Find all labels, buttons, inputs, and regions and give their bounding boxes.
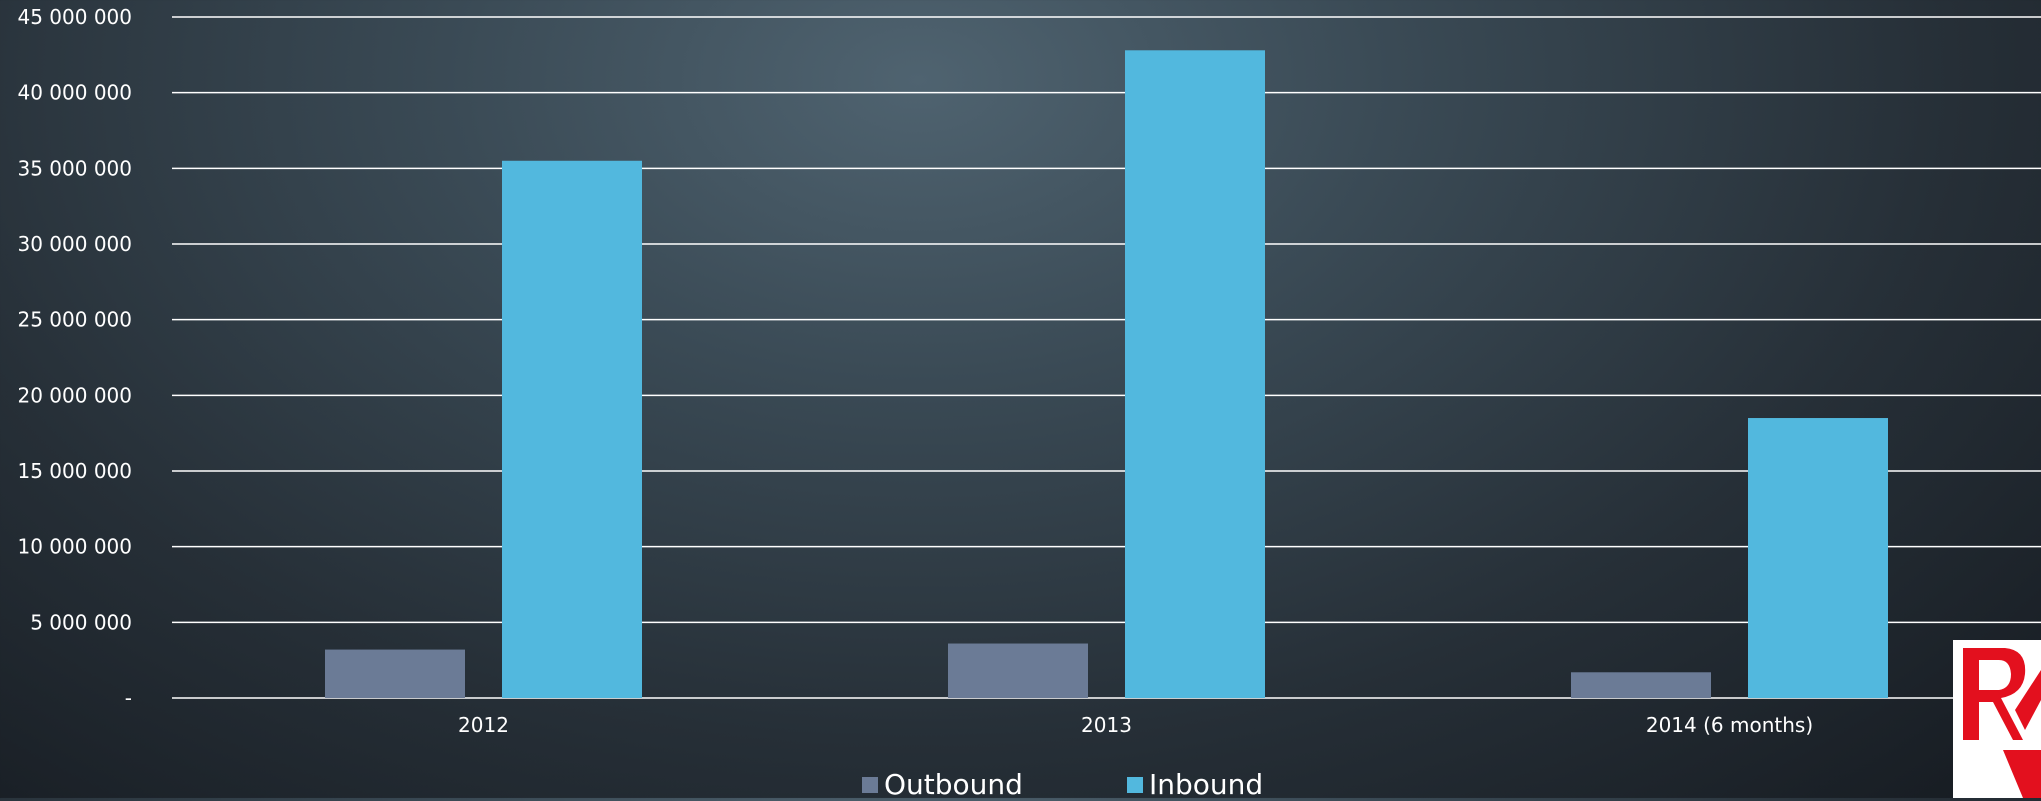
x-tick-label: 2012 xyxy=(458,713,509,737)
x-axis-labels: 2012 2013 2014 (6 months) xyxy=(458,713,1813,737)
y-tick-label: 30 000 000 xyxy=(17,232,132,256)
bar-inbound-1[interactable] xyxy=(1125,50,1265,698)
bar-outbound-2[interactable] xyxy=(1571,672,1711,698)
y-axis-labels: - 5 000 000 10 000 000 15 000 000 20 000 000… xyxy=(17,5,132,710)
x-tick-label: 2014 (6 months) xyxy=(1646,713,1813,737)
y-tick-label: 40 000 000 xyxy=(17,81,132,105)
legend-label-inbound: Inbound xyxy=(1148,768,1264,801)
bar-outbound-0[interactable] xyxy=(325,649,465,698)
y-tick-label: 45 000 000 xyxy=(17,5,132,29)
bar-outbound-1[interactable] xyxy=(948,643,1088,698)
bar-inbound-0[interactable] xyxy=(502,160,642,698)
y-tick-label: 20 000 000 xyxy=(17,383,132,407)
x-tick-label: 2013 xyxy=(1081,713,1132,737)
gridlines xyxy=(172,16,2041,699)
legend-swatch-outbound xyxy=(862,777,878,793)
legend: Outbound Inbound xyxy=(862,770,1263,800)
y-tick-label: 5 000 000 xyxy=(30,610,132,634)
y-tick-label: 15 000 000 xyxy=(17,459,132,483)
legend-item-inbound[interactable]: Inbound xyxy=(1126,768,1264,801)
legend-swatch-inbound xyxy=(1126,777,1143,793)
legend-item-outbound[interactable]: Outbound xyxy=(862,770,1023,800)
legend-label-outbound: Outbound xyxy=(884,768,1023,801)
y-tick-label: 10 000 000 xyxy=(17,535,132,559)
bar-inbound-2[interactable] xyxy=(1748,418,1888,698)
bars xyxy=(325,50,1888,698)
red-brand-logo-icon xyxy=(1953,640,2041,798)
y-tick-label: - xyxy=(125,686,132,710)
y-tick-label: 35 000 000 xyxy=(17,156,132,180)
y-tick-label: 25 000 000 xyxy=(17,308,132,332)
